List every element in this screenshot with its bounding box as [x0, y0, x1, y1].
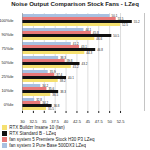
svg-text:35.9: 35.9 — [50, 70, 56, 74]
svg-text:90%ile: 90%ile — [1, 32, 14, 37]
svg-text:51.5: 51.5 — [118, 17, 124, 21]
svg-text:0%ile: 0%ile — [4, 102, 15, 107]
svg-text:47.5: 47.5 — [95, 119, 104, 124]
svg-text:10%ile: 10%ile — [1, 88, 14, 93]
svg-text:44.1: 44.1 — [85, 28, 91, 32]
svg-text:44.3: 44.3 — [86, 51, 92, 55]
svg-text:38.3: 38.3 — [60, 90, 66, 94]
html-text:RTX Buildzr Insane 10 (fan): RTX Buildzr Insane 10 (fan) — [9, 125, 65, 130]
html-text:fan system 5 Premiere Stock H3: fan system 5 Premiere Stock H30 P3 LZeq — [9, 137, 95, 142]
svg-text:55.2: 55.2 — [134, 20, 140, 24]
svg-text:38.3: 38.3 — [60, 56, 66, 60]
svg-text:36.5: 36.5 — [52, 93, 58, 97]
svg-text:35.6: 35.6 — [48, 87, 54, 91]
svg-text:37.4: 37.4 — [56, 73, 62, 77]
svg-text:37.5: 37.5 — [51, 119, 60, 124]
html-text:Noise Output Comparison Stock: Noise Output Comparison Stock Fans - LZe… — [11, 1, 139, 7]
svg-text:34.2: 34.2 — [42, 84, 48, 88]
svg-text:50.5: 50.5 — [113, 34, 119, 38]
svg-text:50: 50 — [107, 119, 112, 124]
svg-text:50%ile: 50%ile — [1, 60, 14, 65]
svg-text:35.5: 35.5 — [48, 107, 54, 111]
svg-text:35: 35 — [42, 119, 47, 124]
svg-text:38.2: 38.2 — [60, 79, 66, 83]
svg-text:46.6: 46.6 — [96, 37, 102, 41]
svg-text:32.8: 32.8 — [36, 98, 42, 102]
svg-text:39.8: 39.8 — [67, 59, 73, 63]
svg-text:30: 30 — [20, 119, 25, 124]
svg-text:45.8: 45.8 — [93, 31, 99, 35]
svg-text:45: 45 — [86, 119, 91, 124]
svg-text:75%ile: 75%ile — [1, 46, 14, 51]
svg-text:32.5: 32.5 — [29, 119, 38, 124]
svg-text:52.5: 52.5 — [117, 119, 126, 124]
html-text:RTX Standard B - LZeq: RTX Standard B - LZeq — [9, 131, 57, 136]
svg-text:42.5: 42.5 — [73, 119, 82, 124]
svg-text:25%ile: 25%ile — [1, 74, 14, 79]
svg-text:41.2: 41.2 — [73, 65, 79, 69]
svg-text:41.2: 41.2 — [73, 42, 79, 46]
svg-text:43.1: 43.1 — [81, 45, 87, 49]
svg-text:40: 40 — [64, 119, 69, 124]
svg-text:36.8: 36.8 — [54, 104, 60, 108]
svg-text:100%ile: 100%ile — [0, 18, 14, 23]
svg-text:52.5: 52.5 — [122, 23, 128, 27]
svg-text:34.2: 34.2 — [42, 101, 48, 105]
svg-text:50.1: 50.1 — [112, 14, 118, 18]
html-text:fan system 3 Pure Base 500DX3: fan system 3 Pure Base 500DX3 LZeq — [9, 143, 86, 148]
svg-text:40.1: 40.1 — [68, 76, 74, 80]
svg-text:43.2: 43.2 — [82, 62, 88, 66]
svg-text:46.8: 46.8 — [97, 48, 103, 52]
